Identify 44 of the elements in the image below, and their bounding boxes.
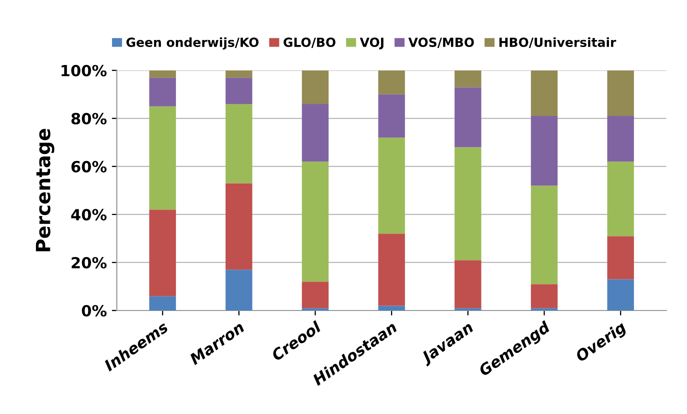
bar	[149, 296, 176, 310]
bar	[226, 270, 252, 310]
bar	[378, 70, 405, 94]
bar	[149, 78, 176, 106]
bar	[378, 234, 405, 306]
bar	[530, 70, 558, 116]
bar	[149, 106, 176, 210]
bar	[302, 282, 329, 308]
bar	[454, 70, 482, 88]
bar	[226, 183, 252, 270]
bar	[226, 104, 252, 184]
y-tick-label: 100%	[62, 64, 107, 76]
bar	[454, 147, 482, 260]
bar	[226, 70, 252, 78]
legend-label: VOJ	[360, 38, 384, 50]
bar	[607, 116, 634, 162]
bar	[378, 306, 405, 310]
legend-label: Geen onderwijs/KO	[126, 37, 259, 50]
bar	[378, 138, 405, 234]
bar	[378, 94, 405, 138]
bar	[607, 70, 634, 116]
y-tick-label: 40%	[71, 208, 107, 220]
bar	[607, 162, 634, 236]
legend-label: VOS/MBO	[408, 38, 474, 48]
bar	[302, 104, 329, 162]
bar	[454, 260, 482, 308]
legend-label: GLO/BO	[284, 38, 336, 48]
bar	[530, 116, 558, 186]
y-tick-label: 60%	[71, 160, 107, 172]
bar	[149, 210, 176, 296]
bar	[302, 162, 329, 282]
bar	[607, 236, 634, 280]
y-axis-title: Percentage	[36, 128, 54, 252]
bar	[302, 70, 329, 104]
bar	[530, 186, 558, 284]
bar	[530, 284, 558, 308]
legend-label: HBO/Universitair	[499, 37, 616, 48]
bar	[226, 78, 252, 104]
bar	[607, 279, 634, 310]
y-tick-label: 0%	[82, 304, 107, 317]
y-tick-label: 20%	[72, 256, 107, 268]
bar	[454, 87, 482, 148]
y-tick-label: 80%	[71, 112, 107, 124]
bar	[149, 70, 176, 78]
